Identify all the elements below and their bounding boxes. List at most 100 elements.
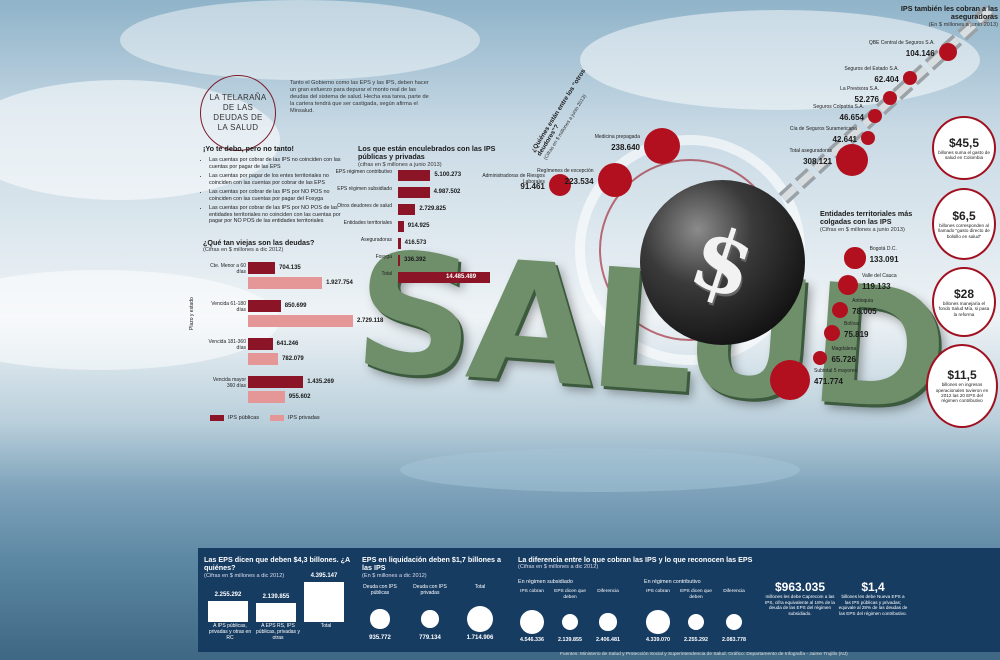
bar bbox=[248, 338, 273, 350]
bar bbox=[248, 315, 353, 327]
data-label: 935.772 bbox=[369, 635, 391, 641]
dollar-icon: $ bbox=[678, 205, 767, 320]
category-label: IPS cobran bbox=[520, 589, 544, 594]
data-label: 641.246 bbox=[276, 341, 299, 347]
bar bbox=[398, 187, 430, 198]
category-label: EPS dicen que deben bbox=[680, 589, 712, 600]
bar bbox=[248, 376, 304, 388]
bubble bbox=[370, 609, 390, 629]
data-label: 850.699 bbox=[284, 303, 307, 309]
category-label: EPS régimen contributivo bbox=[335, 169, 392, 175]
difference-subtitle: (Cifras en $ millones a dic 2012) bbox=[518, 564, 599, 571]
fact-text: billones suma el gasto de salud en Colom… bbox=[938, 149, 990, 160]
bar bbox=[304, 582, 344, 622]
age-chart-header: ¿Qué tan viejas son las deudas? (Cifras … bbox=[203, 238, 363, 254]
group-label: En régimen contributivo bbox=[644, 579, 701, 585]
bubble bbox=[421, 610, 439, 628]
bar bbox=[398, 170, 431, 181]
data-label: 2.255.292 bbox=[684, 637, 708, 643]
bubble bbox=[725, 613, 743, 631]
bar bbox=[398, 204, 416, 215]
legend-swatch-private bbox=[270, 415, 284, 421]
category-label: A EPS RS, IPS públicas, privadas y otras bbox=[256, 623, 300, 641]
age-chart-subtitle: (Cifras en $ millones a dic 2012) bbox=[203, 247, 284, 254]
data-label: 2.729.825 bbox=[419, 206, 447, 212]
category-label: Total bbox=[474, 584, 486, 590]
data-label: 2.729.118 bbox=[357, 318, 384, 324]
category-label: EPS régimen subsidiado bbox=[337, 186, 392, 192]
difference-header: La diferencia entre lo que cobran las IP… bbox=[518, 555, 758, 571]
fact-value: $11,5 bbox=[947, 368, 977, 383]
yo-te-debo-title: ¡Yo te debo, pero no tanto! bbox=[203, 144, 294, 153]
category-label: Otros deudores de salud bbox=[337, 203, 392, 209]
bar bbox=[248, 277, 323, 289]
category-label: Vencida 181-360 días bbox=[208, 339, 246, 351]
fact-circle: $6,5 billones corresponden al llamado "g… bbox=[932, 188, 996, 260]
difference-chart: En régimen subsidiado IPS cobran 4.546.336… bbox=[512, 576, 762, 652]
fact-text: millones les debe Caprecom a las IPS, ci… bbox=[765, 594, 835, 616]
fact-text: billones les debe Nueva EPS a las IPS pú… bbox=[838, 594, 908, 616]
category-label: Vencida mayor 360 días bbox=[212, 377, 246, 389]
data-label: 704.135 bbox=[279, 265, 301, 271]
data-label: 1.714.906 bbox=[466, 635, 494, 641]
category-label: Total bbox=[320, 623, 332, 629]
legend-public: IPS públicas bbox=[228, 415, 260, 421]
eps-owe-title: Las EPS dicen que deben $4,3 billones. ¿… bbox=[204, 555, 350, 573]
eps-owe-chart: 2.255.292 A IPS públicas, privadas y otra… bbox=[200, 573, 350, 652]
bubble bbox=[646, 610, 670, 634]
category-label: IPS cobran bbox=[646, 589, 670, 594]
yo-te-debo-section: ¡Yo te debo, pero no tanto! Las cuentas … bbox=[203, 144, 351, 228]
category-label: Vencida 61-180 días bbox=[211, 301, 246, 313]
footer-source: Fuentes: Ministerio de Salud y Protecció… bbox=[560, 652, 848, 657]
liquidation-chart: Deuda con IPS públicas 935.772 Deuda con I… bbox=[358, 584, 508, 650]
data-label: 2.255.292 bbox=[214, 592, 242, 599]
debtors-chart-subtitle: (cifras en $ millones a junio 2013) bbox=[358, 161, 442, 168]
category-label: EPS dicen que deben bbox=[554, 589, 586, 600]
insurers-subtitle: (En $ millones a junio 2013) bbox=[928, 21, 998, 28]
data-label: 955.602 bbox=[288, 394, 311, 400]
bar bbox=[248, 391, 285, 403]
debtors-chart-title: Los que están enculebrados con las IPS p… bbox=[358, 144, 496, 162]
list-item: Las cuentas por cobrar de las IPS no coi… bbox=[209, 157, 351, 170]
bubble bbox=[467, 606, 493, 632]
fact-circle: $28 billones manejaría el fondo Salud Mí… bbox=[932, 267, 996, 337]
data-label: 416.573 bbox=[404, 240, 427, 246]
fact-circle: $45,5 billones suma el gasto de salud en… bbox=[932, 116, 996, 180]
territorial-header: Entidades territoriales más colgadas con… bbox=[820, 209, 938, 233]
category-label: Cte. Menor a 60 días bbox=[210, 263, 246, 275]
data-label: 779.134 bbox=[419, 635, 441, 641]
group-label: En régimen subsidiado bbox=[518, 579, 573, 585]
list-item: Las cuentas por cobrar de las IPS por NO… bbox=[209, 189, 351, 202]
data-label: 14.485.489 bbox=[446, 274, 477, 280]
data-label: 4.546.336 bbox=[520, 637, 544, 643]
liquidation-title: EPS en liquidación deben $1,7 billones a… bbox=[362, 555, 501, 573]
bubble bbox=[599, 613, 617, 631]
data-label: 782.079 bbox=[282, 356, 304, 362]
bar bbox=[398, 238, 401, 249]
title-circle: LA TELARAÑA DE LAS DEUDAS DE LA SALUD bbox=[200, 75, 276, 151]
data-label: 2.083.778 bbox=[722, 637, 746, 643]
data-label: 4.339.070 bbox=[646, 637, 670, 643]
category-label: Diferencia bbox=[723, 589, 745, 594]
data-label: 1.435.269 bbox=[307, 379, 334, 385]
bubble bbox=[520, 610, 544, 634]
bar bbox=[208, 601, 248, 622]
eps-owe-subtitle: (Cifras en $ millones a dic 2012) bbox=[204, 572, 285, 579]
bubble bbox=[561, 613, 579, 631]
data-label: 336.392 bbox=[404, 257, 426, 263]
liquidation-header: EPS en liquidación deben $1,7 billones a… bbox=[362, 555, 502, 579]
fact-value: $1,4 bbox=[861, 580, 885, 594]
fact-text: billones corresponden al llamado "gasto … bbox=[938, 223, 990, 239]
data-label: 914.925 bbox=[407, 223, 430, 229]
eps-owe-header: Las EPS dicen que deben $4,3 billones. ¿… bbox=[204, 555, 354, 579]
insurers-title: IPS también les cobran a las aseguradora… bbox=[900, 4, 998, 22]
liquidation-subtitle: (En $ millones a dic 2012) bbox=[362, 572, 427, 579]
category-label: A IPS públicas, privadas y otras en RC bbox=[208, 623, 252, 641]
bar bbox=[398, 221, 404, 232]
fact-value: $45,5 bbox=[948, 135, 980, 150]
category-label: Deuda con IPS privadas bbox=[413, 584, 447, 596]
bar bbox=[256, 602, 296, 622]
bar bbox=[248, 300, 281, 312]
legend-private: IPS privadas bbox=[288, 415, 320, 421]
intro-text: Tanto el Gobierno como las EPS y las IPS… bbox=[290, 80, 429, 114]
